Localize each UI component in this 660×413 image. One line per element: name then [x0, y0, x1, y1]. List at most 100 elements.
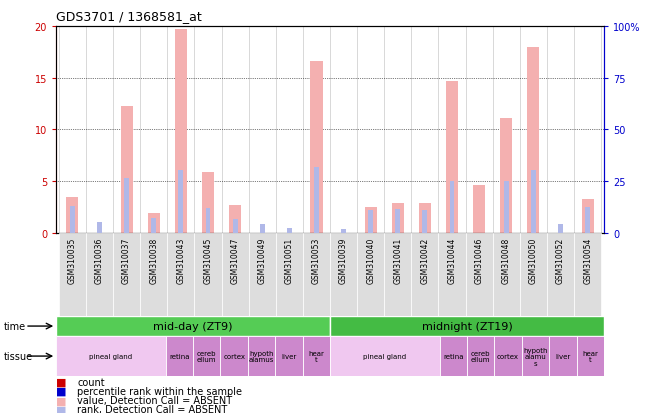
Bar — [175, 30, 187, 233]
Text: cortex: cortex — [497, 353, 519, 359]
Text: retina: retina — [169, 353, 189, 359]
Bar — [287, 228, 292, 233]
Text: tissue: tissue — [3, 351, 32, 361]
Bar — [86, 233, 113, 316]
Bar — [330, 233, 357, 316]
Bar — [558, 224, 563, 233]
Bar — [384, 233, 411, 316]
Bar — [222, 233, 249, 316]
Text: hear
t: hear t — [308, 350, 324, 363]
Text: GSM310036: GSM310036 — [95, 237, 104, 284]
Bar — [167, 233, 195, 316]
Text: GSM310052: GSM310052 — [556, 237, 565, 284]
Text: GSM310037: GSM310037 — [122, 237, 131, 284]
Text: ■: ■ — [56, 395, 67, 405]
Bar — [585, 207, 590, 233]
Bar — [391, 203, 404, 233]
Text: ■: ■ — [56, 404, 67, 413]
Bar — [70, 206, 75, 233]
Text: value, Detection Call = ABSENT: value, Detection Call = ABSENT — [77, 395, 232, 405]
Bar — [577, 337, 604, 376]
Bar — [395, 210, 400, 233]
Text: GSM310049: GSM310049 — [257, 237, 267, 284]
Bar — [140, 233, 167, 316]
Bar — [249, 233, 276, 316]
Bar — [56, 316, 330, 337]
Text: GSM310048: GSM310048 — [502, 237, 511, 284]
Text: cereb
ellum: cereb ellum — [197, 350, 216, 363]
Bar — [232, 220, 238, 233]
Bar — [520, 233, 547, 316]
Bar — [438, 233, 465, 316]
Text: GSM310039: GSM310039 — [339, 237, 348, 284]
Bar — [531, 170, 536, 233]
Bar — [193, 337, 220, 376]
Text: liver: liver — [281, 353, 296, 359]
Bar — [574, 233, 601, 316]
Bar — [341, 229, 346, 233]
Text: midnight (ZT19): midnight (ZT19) — [422, 321, 512, 331]
Text: pineal gland: pineal gland — [89, 353, 133, 359]
Text: GSM310045: GSM310045 — [203, 237, 213, 284]
Text: GSM310050: GSM310050 — [529, 237, 538, 284]
Bar — [148, 214, 160, 233]
Text: percentile rank within the sample: percentile rank within the sample — [77, 386, 242, 396]
Text: GSM310046: GSM310046 — [475, 237, 484, 284]
Bar — [368, 211, 373, 233]
Bar — [494, 337, 521, 376]
Text: GDS3701 / 1368581_at: GDS3701 / 1368581_at — [56, 10, 202, 23]
Text: ■: ■ — [56, 377, 67, 387]
Text: GSM310040: GSM310040 — [366, 237, 375, 284]
Bar — [500, 119, 512, 233]
Bar — [124, 178, 129, 233]
Bar — [195, 233, 222, 316]
Bar — [467, 337, 494, 376]
Bar — [56, 337, 166, 376]
Text: GSM310051: GSM310051 — [285, 237, 294, 284]
Text: GSM310047: GSM310047 — [230, 237, 240, 284]
Text: ■: ■ — [56, 386, 67, 396]
Text: GSM310054: GSM310054 — [583, 237, 592, 284]
Bar — [357, 233, 384, 316]
Bar — [248, 337, 275, 376]
Bar — [59, 233, 86, 316]
Text: hypoth
alamus: hypoth alamus — [249, 350, 274, 363]
Bar — [527, 47, 539, 233]
Bar — [97, 222, 102, 233]
Bar — [220, 337, 248, 376]
Text: GSM310041: GSM310041 — [393, 237, 403, 284]
Bar — [310, 62, 323, 233]
Bar — [547, 233, 574, 316]
Bar — [260, 224, 265, 233]
Text: count: count — [77, 377, 105, 387]
Text: rank, Detection Call = ABSENT: rank, Detection Call = ABSENT — [77, 404, 228, 413]
Bar — [205, 209, 211, 233]
Text: GSM310042: GSM310042 — [420, 237, 430, 284]
Bar — [276, 233, 303, 316]
Text: hear
t: hear t — [582, 350, 598, 363]
Bar — [202, 173, 214, 233]
Bar — [303, 233, 330, 316]
Bar — [166, 337, 193, 376]
Text: liver: liver — [555, 353, 570, 359]
Bar — [314, 167, 319, 233]
Bar — [121, 106, 133, 233]
Text: cereb
ellum: cereb ellum — [471, 350, 490, 363]
Bar — [493, 233, 520, 316]
Bar — [178, 170, 183, 233]
Bar — [229, 206, 241, 233]
Bar — [549, 337, 577, 376]
Text: GSM310044: GSM310044 — [447, 237, 457, 284]
Text: GSM310035: GSM310035 — [68, 237, 77, 284]
Text: time: time — [3, 321, 26, 331]
Text: cortex: cortex — [223, 353, 245, 359]
Text: GSM310053: GSM310053 — [312, 237, 321, 284]
Bar — [275, 337, 302, 376]
Bar — [330, 337, 440, 376]
Bar — [411, 233, 438, 316]
Text: GSM310043: GSM310043 — [176, 237, 185, 284]
Bar — [151, 219, 156, 233]
Bar — [504, 182, 509, 233]
Bar — [465, 233, 493, 316]
Bar — [66, 197, 79, 233]
